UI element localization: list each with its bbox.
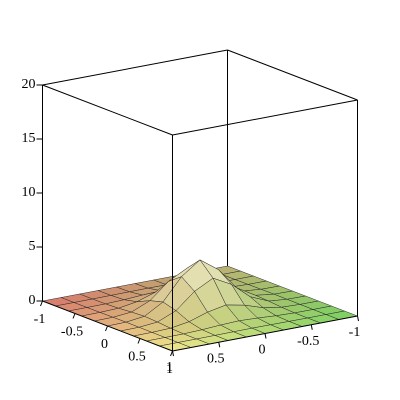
y-tick-label: -1 bbox=[349, 325, 361, 340]
x-tick-label: -0.5 bbox=[61, 325, 83, 340]
y-tick bbox=[172, 350, 174, 357]
x-tick bbox=[137, 338, 141, 344]
x-tick-label: 0 bbox=[101, 337, 108, 352]
box-edge bbox=[227, 49, 358, 101]
y-tick bbox=[264, 333, 267, 339]
y-tick bbox=[310, 324, 313, 330]
x-tick-label: 0.5 bbox=[128, 350, 146, 365]
y-tick bbox=[218, 342, 221, 348]
y-tick-label: -0.5 bbox=[297, 334, 319, 349]
box-edge bbox=[42, 84, 173, 136]
x-tick-label: -1 bbox=[34, 312, 46, 327]
y-tick-label: 0.5 bbox=[207, 351, 225, 366]
z-tick-label: 20 bbox=[22, 77, 36, 92]
z-tick-label: 15 bbox=[22, 131, 36, 146]
x-tick-label: 1 bbox=[166, 362, 173, 377]
x-tick bbox=[72, 313, 76, 319]
y-tick-label: 0 bbox=[259, 343, 266, 358]
z-tick-label: 0 bbox=[29, 293, 36, 308]
x-tick bbox=[40, 300, 43, 307]
y-tick bbox=[357, 315, 359, 322]
y-tick-label: 1 bbox=[166, 360, 173, 375]
z-tick-label: 10 bbox=[22, 185, 36, 200]
box-edge bbox=[172, 99, 358, 136]
x-tick bbox=[105, 325, 108, 332]
box-edge bbox=[42, 49, 228, 86]
z-tick-label: 5 bbox=[29, 239, 36, 254]
